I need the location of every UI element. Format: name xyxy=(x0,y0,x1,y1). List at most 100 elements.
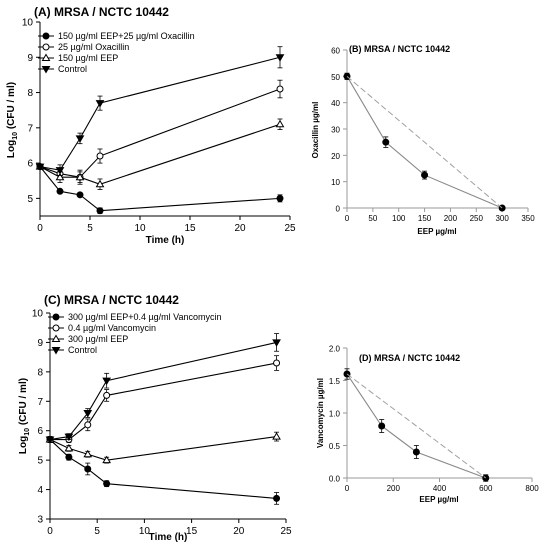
panel-c-data-point xyxy=(273,359,281,367)
panel-c-title: (C) MRSA / NCTC 10442 xyxy=(44,293,179,307)
panel-c-series-1 xyxy=(46,436,281,505)
panel-a-data-point xyxy=(95,179,105,188)
panel-c-y-tick-label: 3 xyxy=(37,515,43,526)
panel-a-x-tick-label: 5 xyxy=(87,223,93,234)
panel-d-x-tick-label: 800 xyxy=(525,484,539,493)
panel-c-legend-entry: 300 µg/ml EEP+0.4 µg/ml Vancomycin xyxy=(48,312,222,322)
panel-d-y-tick-label: 0.0 xyxy=(329,475,341,484)
panel-d-y-tick-label: 2.0 xyxy=(329,345,341,354)
panel-b-y-tick-label: 30 xyxy=(331,126,340,135)
panel-d-series-2 xyxy=(346,373,487,479)
panel-c-data-point xyxy=(272,339,281,347)
panel-b-series-2-line xyxy=(346,75,503,209)
panel-c-y-axis-label-unit: (CFU / ml) xyxy=(18,378,29,428)
panel-b-x-tick-label: 250 xyxy=(470,214,484,223)
panel-a-legend-entry: 150 µg/ml EEP+25 µg/ml Oxacillin xyxy=(38,31,195,41)
panel-a-y-tick-label: 5 xyxy=(27,194,33,205)
panel-c-legend-marker xyxy=(51,347,61,355)
panel-b-y-tick-label: 40 xyxy=(331,99,340,108)
panel-a-legend-label: 150 µg/ml EEP+25 µg/ml Oxacillin xyxy=(58,31,195,41)
panel-a-data-point xyxy=(95,100,105,108)
panel-d-title: (D) MRSA / NCTC 10442 xyxy=(359,353,460,363)
panel-a-y-axis-label-sub: 10 xyxy=(12,132,19,140)
panel-c-x-tick-label: 5 xyxy=(94,526,100,537)
panel-a-x-tick-label: 25 xyxy=(284,223,296,234)
panel-c-legend-entry: 300 µg/ml EEP xyxy=(48,334,128,344)
panel-c-series-3 xyxy=(45,431,281,464)
panel-c-series-2-line xyxy=(50,362,277,441)
panel-c-x-tick-label: 0 xyxy=(47,526,53,537)
panel-a-y-tick-label: 7 xyxy=(27,123,33,134)
panel-a-series-2 xyxy=(36,79,284,185)
panel-c-data-point xyxy=(83,449,93,458)
panel-a-series-4 xyxy=(35,46,285,176)
panel-b-y-tick-label: 20 xyxy=(331,152,340,161)
panel-a-data-point xyxy=(276,85,284,93)
panel-d-y-tick-label: 1.5 xyxy=(329,377,341,386)
panel-c-data-point xyxy=(84,465,92,473)
panel-a-data-point xyxy=(76,191,84,199)
panel-b-x-tick-label: 200 xyxy=(444,214,458,223)
panel-a-legend-label: Control xyxy=(58,64,87,74)
panel-c-legend-marker xyxy=(52,324,60,332)
panel-a-data-point xyxy=(275,54,285,62)
panel-a-x-tick-label: 20 xyxy=(234,223,246,234)
panel-a-series-1 xyxy=(36,163,284,215)
panel-b-series-1-line xyxy=(346,76,503,209)
panel-b-x-tick-label: 350 xyxy=(521,214,535,223)
panel-a-series-3 xyxy=(35,118,285,190)
panel-d-x-tick-label: 0 xyxy=(345,484,350,493)
panel-c-data-point xyxy=(102,377,112,386)
panel-a-data-point xyxy=(276,194,284,202)
panel-d-data-point xyxy=(412,448,420,456)
panel-a-legend-marker xyxy=(42,32,50,40)
panel-c-y-tick-label: 6 xyxy=(37,426,43,437)
panel-c-legend-label: 0.4 µg/ml Vancomycin xyxy=(68,323,156,333)
panel-b-x-tick-label: 50 xyxy=(368,214,377,223)
panel-b-x-tick-label: 0 xyxy=(345,214,350,223)
panel-c-data-point xyxy=(103,480,111,488)
panel-a-legend-marker xyxy=(41,66,51,74)
panel-c-y-axis-label: Log10 (CFU / ml) xyxy=(18,378,31,454)
panel-d-x-tick-label: 400 xyxy=(433,484,447,493)
panel-c-y-tick-label: 10 xyxy=(32,309,44,320)
panel-a-data-point xyxy=(96,207,104,215)
panel-a-series-4-line xyxy=(39,56,281,171)
panel-c-y-tick-label: 5 xyxy=(37,456,43,467)
panel-c-data-point xyxy=(65,453,73,461)
panel-a-title: (A) MRSA / NCTC 10442 xyxy=(34,5,169,19)
panel-d-y-axis-label: Vancomycin µg/ml xyxy=(316,378,325,448)
panel-a-legend-entry: 150 µg/ml EEP xyxy=(38,53,118,63)
panel-d-x-tick-label: 600 xyxy=(479,484,493,493)
panel-c-legend-marker xyxy=(52,313,60,321)
panel-c-x-axis-label: Time (h) xyxy=(149,532,188,543)
panel-c-legend-entry: 0.4 µg/ml Vancomycin xyxy=(48,323,156,333)
panel-d-data-point xyxy=(378,422,386,430)
panel-d-series-1-line xyxy=(346,373,486,479)
panel-a-legend-label: 25 µg/ml Oxacillin xyxy=(58,42,129,52)
panel-d-x-axis-label: EEP µg/ml xyxy=(419,495,458,504)
panel-b-y-tick-label: 10 xyxy=(331,178,340,187)
panel-c-y-axis-label-main: Log xyxy=(18,436,29,454)
panel-c-x-tick-label: 10 xyxy=(139,526,151,537)
panel-a-x-tick-label: 10 xyxy=(134,223,146,234)
panel-b-x-axis-label: EEP µg/ml xyxy=(417,227,456,236)
panel-a-y-tick-label: 6 xyxy=(27,159,33,170)
panel-d-y-tick-label: 0.5 xyxy=(329,442,341,451)
panel-a-data-point xyxy=(75,172,85,181)
panel-b-x-tick-label: 100 xyxy=(392,214,406,223)
panel-c-data-point xyxy=(83,410,93,418)
panel-b-y-tick-label: 50 xyxy=(331,73,340,82)
panel-a-y-axis-label: Log10 (CFU / ml) xyxy=(6,82,19,158)
panel-c-data-point xyxy=(64,443,74,452)
panel-a-legend-label: 150 µg/ml EEP xyxy=(58,53,118,63)
panel-c-legend-marker xyxy=(51,334,61,342)
panel-c-series-4-line xyxy=(49,341,277,441)
panel-c-series-2 xyxy=(46,355,281,444)
panel-a-x-tick-label: 15 xyxy=(184,223,196,234)
panel-c-y-tick-label: 4 xyxy=(37,485,43,496)
panel-c-legend-label: Control xyxy=(68,345,97,355)
